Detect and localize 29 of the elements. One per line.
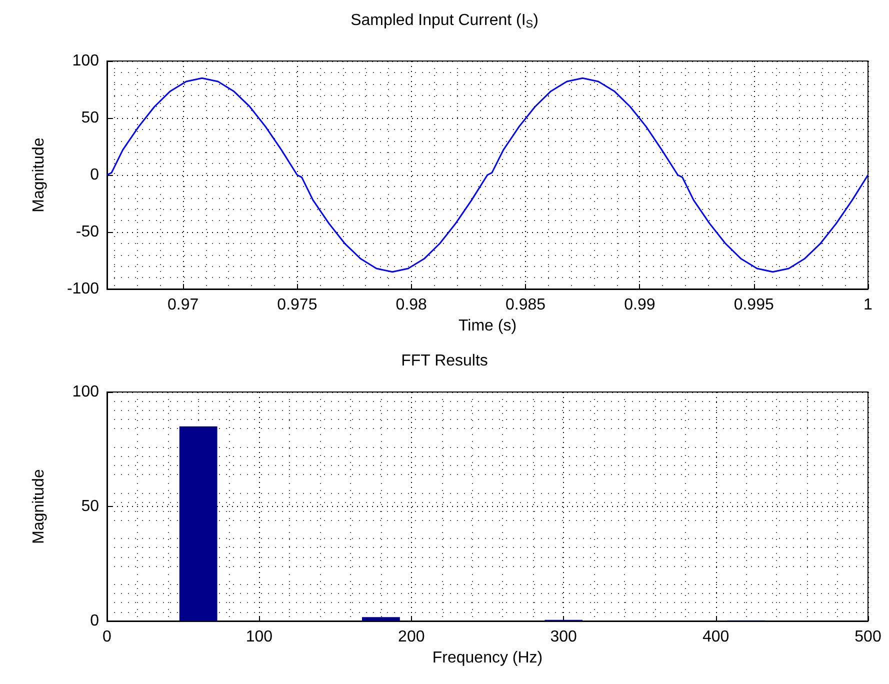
x-tick-label: 0.975 <box>277 296 318 314</box>
x-tick-label: 300 <box>550 628 578 646</box>
x-axis-title: Frequency (Hz) <box>432 649 543 666</box>
x-tick-label: 0.985 <box>505 296 546 314</box>
y-tick-label: 0 <box>90 612 100 630</box>
y-tick-label: 100 <box>72 52 100 70</box>
line-series <box>106 77 869 273</box>
y-tick-label: -50 <box>76 224 100 240</box>
y-tick-label: 0 <box>90 166 100 184</box>
x-tick-label: 0 <box>102 628 112 646</box>
y-axis-title: Magnitude <box>30 469 48 544</box>
y-tick-label: 50 <box>81 498 100 515</box>
x-tick-label: 400 <box>702 628 730 646</box>
x-tick-label: 1 <box>864 296 873 314</box>
bar <box>179 426 218 621</box>
y-tick-label: -100 <box>66 280 100 298</box>
y-axis-title: Magnitude <box>30 138 48 212</box>
x-tick-label: 0.99 <box>624 296 656 314</box>
y-tick-label: 50 <box>81 110 100 126</box>
bar <box>362 617 400 621</box>
chart-title: FFT Results <box>401 352 488 370</box>
y-tick-label: 100 <box>72 384 100 400</box>
x-axis-title: Time (s) <box>458 317 517 334</box>
x-tick-label: 0.995 <box>734 296 774 314</box>
x-tick-label: 0.98 <box>396 296 428 314</box>
x-tick-label: 200 <box>398 628 425 646</box>
x-tick-label: 100 <box>246 628 273 646</box>
x-tick-label: 500 <box>854 628 882 646</box>
x-tick-label: 0.97 <box>167 296 199 314</box>
